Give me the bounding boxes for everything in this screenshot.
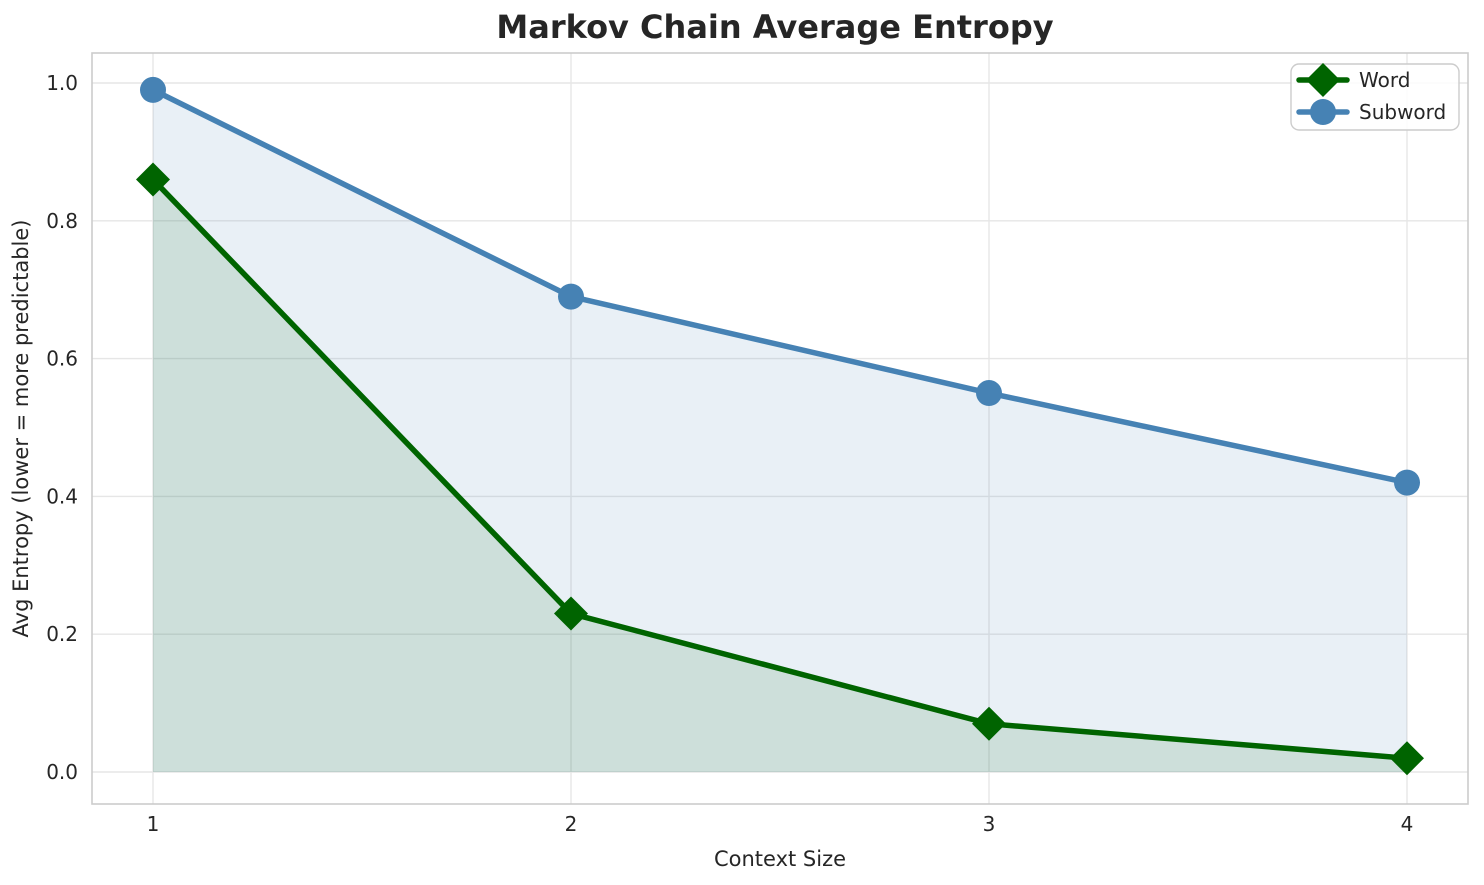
chart-title: Markov Chain Average Entropy xyxy=(496,8,1053,46)
word-marker xyxy=(1390,741,1424,776)
x-tick-label: 1 xyxy=(147,812,160,836)
legend-item-word: Word xyxy=(1296,63,1410,97)
legend: Word Subword xyxy=(1290,63,1460,131)
plot-background xyxy=(92,53,1468,804)
x-axis-label: Context Size xyxy=(714,847,846,871)
word-marker xyxy=(554,596,588,631)
y-tick-label: 0.6 xyxy=(46,347,78,371)
y-tick-label: 0.0 xyxy=(46,760,78,784)
word-marker xyxy=(136,162,170,197)
subword-line xyxy=(150,87,1410,486)
y-tick-label: 0.2 xyxy=(46,622,78,646)
y-tick-label: 0.4 xyxy=(46,484,78,508)
subword-marker xyxy=(976,380,1002,407)
y-axis-label: Avg Entropy (lower = more predictable) xyxy=(9,220,33,638)
legend-item-subword: Subword xyxy=(1296,99,1446,125)
subword-marker xyxy=(558,283,584,310)
subword-area xyxy=(153,89,1407,772)
word-marker xyxy=(972,706,1006,741)
y-tick-label: 0.8 xyxy=(46,209,78,233)
y-tick-label: 1.0 xyxy=(46,71,78,95)
word-area xyxy=(153,179,1407,772)
x-tick-label: 2 xyxy=(565,812,578,836)
legend-circle-marker-icon xyxy=(1310,99,1336,125)
legend-label: Word xyxy=(1359,68,1410,92)
x-tick-label: 3 xyxy=(983,812,996,836)
legend-label: Subword xyxy=(1359,100,1446,124)
legend-diamond-marker-icon xyxy=(1306,63,1340,97)
x-tick-label: 4 xyxy=(1401,812,1414,836)
axes-spines xyxy=(91,52,1469,805)
word-line xyxy=(150,176,1410,761)
subword-marker xyxy=(1394,469,1420,496)
subword-marker xyxy=(140,76,166,103)
